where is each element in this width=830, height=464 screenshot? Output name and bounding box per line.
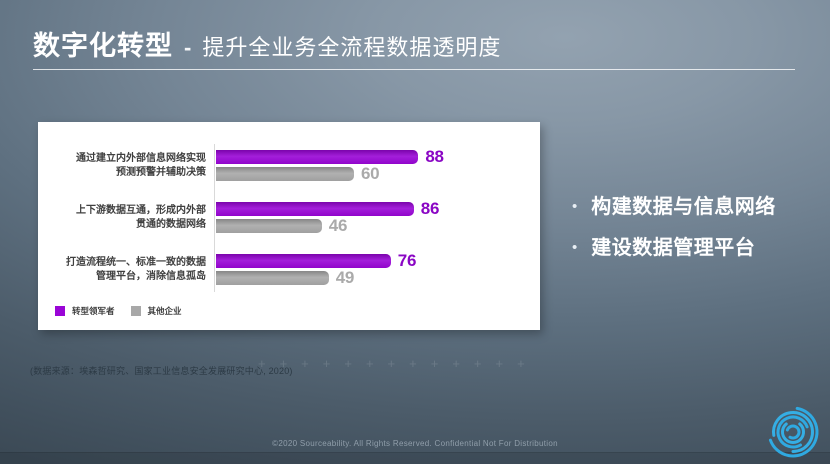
legend-item: 其他企业 xyxy=(130,305,182,317)
bar-其他企业 xyxy=(216,167,354,181)
bar-其他企业 xyxy=(216,271,329,285)
title-highlight: 数字化转型 xyxy=(33,31,173,61)
chart-card: 通过建立内外部信息网络实现 预测预警并辅助决策 88 60 上下游数据互通，形成内外部贯… xyxy=(38,122,540,330)
value-label: 76 xyxy=(397,251,417,270)
value-label: 88 xyxy=(425,147,444,166)
bullet-list: • 构建数据与信息网络 • 建设数据管理平台 xyxy=(572,194,776,276)
bullet-label: 构建数据与信息网络 xyxy=(591,196,776,218)
chart-legend: 转型领军者 其他企业 xyxy=(55,305,540,317)
value-label: 60 xyxy=(361,164,380,183)
legend-item: 转型领军者 xyxy=(55,305,115,317)
bar-转型领军者 xyxy=(216,202,414,216)
category-label: 上下游数据互通，形成内外部 贯通的数据网络 xyxy=(76,205,206,230)
category-label: 通过建立内外部信息网络实现 预测预警并辅助决策 xyxy=(76,153,206,178)
legend-label: 其他企业 xyxy=(147,306,182,316)
chart-row: 上下游数据互通，形成内外部 贯通的数据网络 86 46 xyxy=(38,199,540,235)
value-label: 46 xyxy=(328,216,348,235)
chart-row: 打造流程统一、标准一致的数据 管理平台，消除信息孤岛 76 49 xyxy=(38,251,540,287)
footer-text: ©2020 Sourceability. All Rights Reserved… xyxy=(272,439,558,448)
title-underline xyxy=(33,69,795,70)
legend-label: 转型领军者 xyxy=(72,306,115,316)
bullet-dot-icon: • xyxy=(572,239,578,256)
bottom-band xyxy=(0,452,830,464)
legend-swatch xyxy=(130,306,141,316)
value-label: 86 xyxy=(420,199,440,218)
title-separator: - xyxy=(184,35,192,60)
bullet-item: • 构建数据与信息网络 xyxy=(572,194,776,220)
source-note: (数据来源：埃森哲研究、国家工业信息安全发展研究中心, 2020) xyxy=(30,366,293,376)
chart-axis-line xyxy=(214,144,215,292)
legend-swatch xyxy=(55,306,65,316)
title-subtitle: 提升全业务全流程数据透明度 xyxy=(202,35,502,60)
page-title: 数字化转型 - 提升全业务全流程数据透明度 xyxy=(33,24,501,63)
sourceability-swirl-logo-icon xyxy=(768,406,819,458)
bar-转型领军者 xyxy=(216,254,391,268)
value-label: 49 xyxy=(335,268,355,287)
bar-转型领军者 xyxy=(216,150,419,164)
decor-plus-pattern: +++++++++++++ xyxy=(258,356,539,371)
bullet-item: • 建设数据管理平台 xyxy=(572,235,776,261)
category-label: 打造流程统一、标准一致的数据 管理平台，消除信息孤岛 xyxy=(66,257,206,282)
bar-其他企业 xyxy=(216,219,322,233)
bullet-dot-icon: • xyxy=(572,198,578,215)
chart-row: 通过建立内外部信息网络实现 预测预警并辅助决策 88 60 xyxy=(38,147,540,183)
bullet-label: 建设数据管理平台 xyxy=(591,237,756,259)
bar-chart: 通过建立内外部信息网络实现 预测预警并辅助决策 88 60 上下游数据互通，形成内外部贯… xyxy=(38,122,540,292)
